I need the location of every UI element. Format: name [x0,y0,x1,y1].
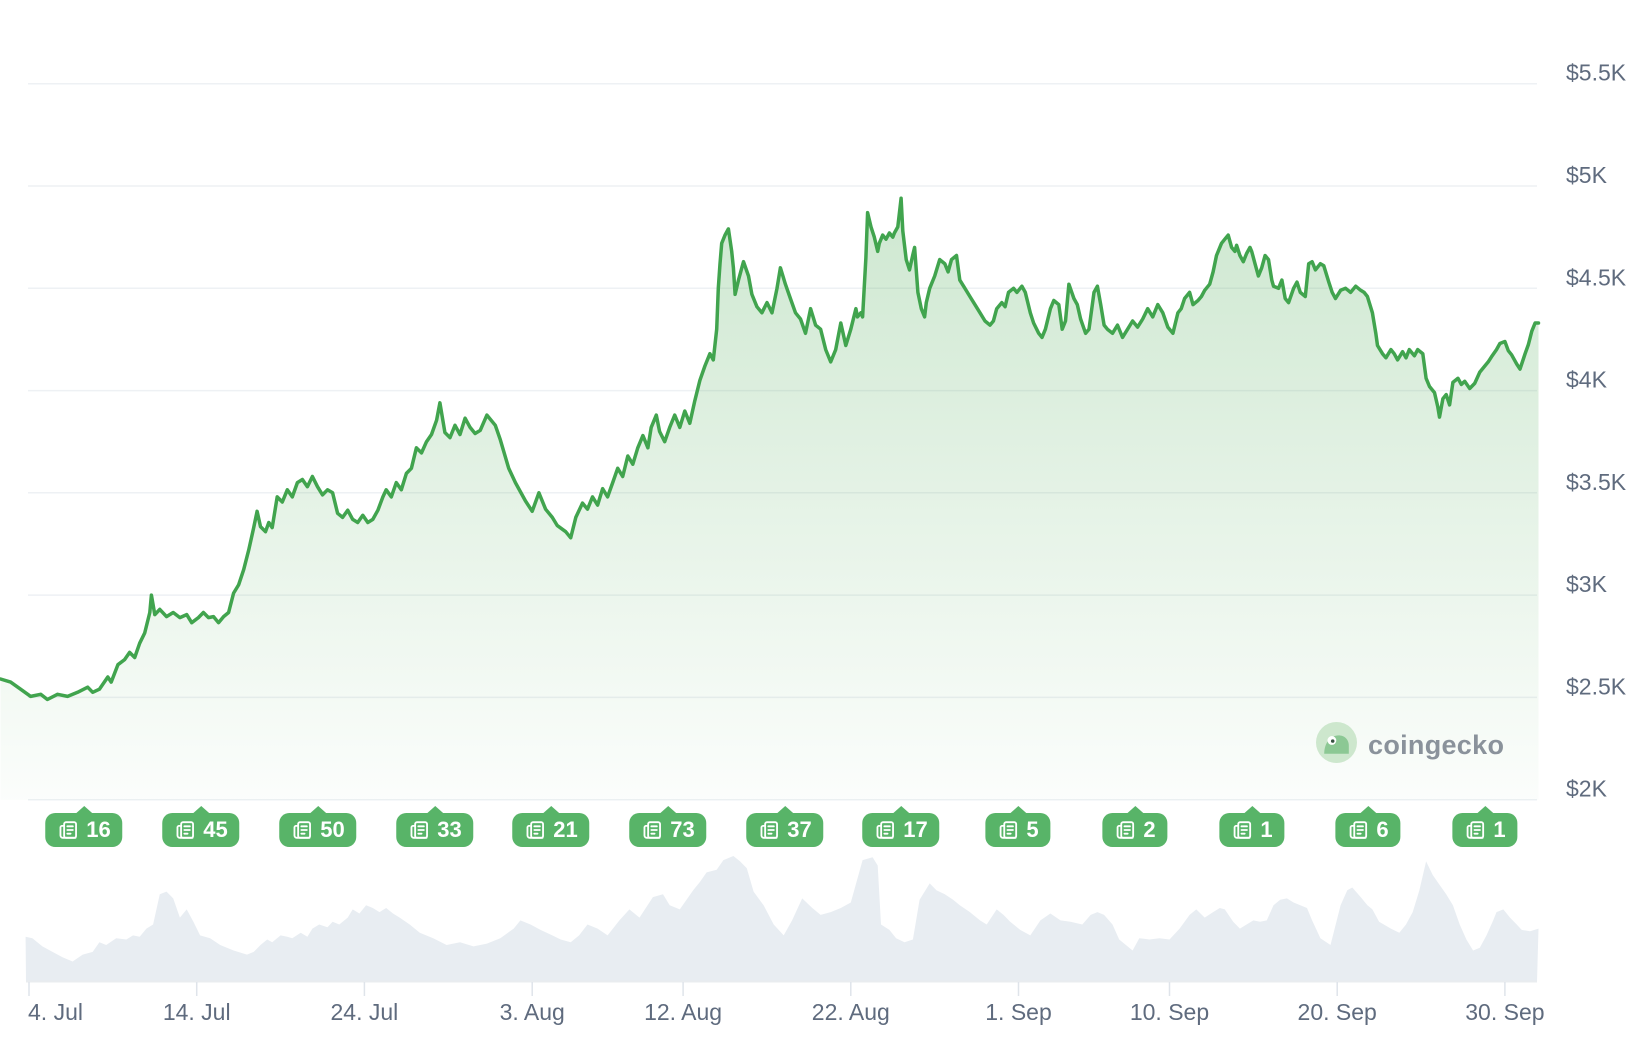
badge-pointer [1359,806,1377,814]
news-badge-count: 5 [1026,817,1039,842]
x-axis-label: 30. Sep [1465,999,1544,1025]
y-axis-label: $5K [1566,162,1608,188]
y-axis-label: $4K [1566,367,1608,393]
x-axis-label: 4. Jul [28,999,83,1025]
badge-pointer [541,806,560,814]
news-badge-count: 1 [1493,817,1506,842]
badge-pointer [1476,806,1494,814]
x-axis-label: 22. Aug [812,999,890,1025]
news-badge[interactable]: 50 [279,806,357,847]
newspaper-icon [1466,821,1485,839]
coingecko-watermark: coingecko [1316,722,1504,768]
news-badge[interactable]: 1 [1452,806,1518,847]
badge-pointer [1243,806,1261,814]
newspaper-icon [293,821,311,839]
news-badge-count: 17 [903,817,928,842]
y-axis-label: $3.5K [1566,469,1627,495]
news-badge[interactable]: 21 [512,806,590,847]
y-axis-label: $5.5K [1566,60,1627,86]
newspaper-icon [1233,821,1252,839]
news-badge[interactable]: 6 [1335,806,1401,847]
badge-pointer [891,806,910,814]
news-badge-count: 37 [787,817,812,842]
badge-pointer [1126,806,1144,814]
newspaper-icon [760,821,778,839]
newspaper-icon [1349,821,1368,839]
news-badge-count: 16 [86,817,111,842]
y-axis-label: $3K [1566,571,1608,597]
newspaper-icon [410,821,428,839]
newspaper-icon [176,821,194,839]
newspaper-icon [643,821,661,839]
y-axis-label: $4.5K [1566,264,1627,290]
x-axis-label: 20. Sep [1298,999,1377,1025]
news-badge[interactable]: 1 [1219,806,1285,847]
coingecko-gecko-icon [1316,722,1357,768]
news-badge-count: 1 [1260,817,1273,842]
news-badge-count: 45 [203,817,228,842]
badge-pointer [74,806,93,814]
news-badge[interactable]: 73 [629,806,707,847]
newspaper-icon [999,821,1018,839]
news-badge[interactable]: 45 [162,806,240,847]
badge-pointer [308,806,327,814]
badge-pointer [191,806,210,814]
newspaper-icon [876,821,894,839]
coingecko-logo-text: coingecko [1368,729,1505,760]
x-axis-label: 1. Sep [985,999,1052,1025]
news-badge-count: 50 [320,817,345,842]
newspaper-icon [59,821,77,839]
badge-pointer [425,806,444,814]
x-axis-label: 24. Jul [331,999,399,1025]
badge-pointer [775,806,794,814]
badge-pointer [1009,806,1027,814]
x-axis-label: 12. Aug [644,999,722,1025]
news-badge[interactable]: 2 [1102,806,1168,847]
price-line [0,196,1541,702]
x-axis-label: 10. Sep [1130,999,1209,1025]
news-badge-count: 2 [1143,817,1156,842]
price-area [0,198,1539,800]
news-badge[interactable]: 33 [396,806,474,847]
newspaper-icon [526,821,544,839]
y-axis-label: $2K [1566,776,1608,802]
badge-pointer [658,806,677,814]
news-badge-count: 6 [1376,817,1389,842]
x-axis-label: 3. Aug [500,999,565,1025]
news-badge-count: 33 [437,817,462,842]
newspaper-icon [1116,821,1135,839]
news-badge-count: 73 [670,817,695,842]
y-axis-label: $2.5K [1566,673,1627,699]
news-badge[interactable]: 17 [862,806,940,847]
news-badge[interactable]: 37 [746,806,824,847]
news-badge[interactable]: 5 [985,806,1051,847]
volume-area [25,856,1539,982]
news-badge-count: 21 [553,817,578,842]
x-axis-label: 14. Jul [163,999,231,1025]
news-badge[interactable]: 16 [45,806,123,847]
